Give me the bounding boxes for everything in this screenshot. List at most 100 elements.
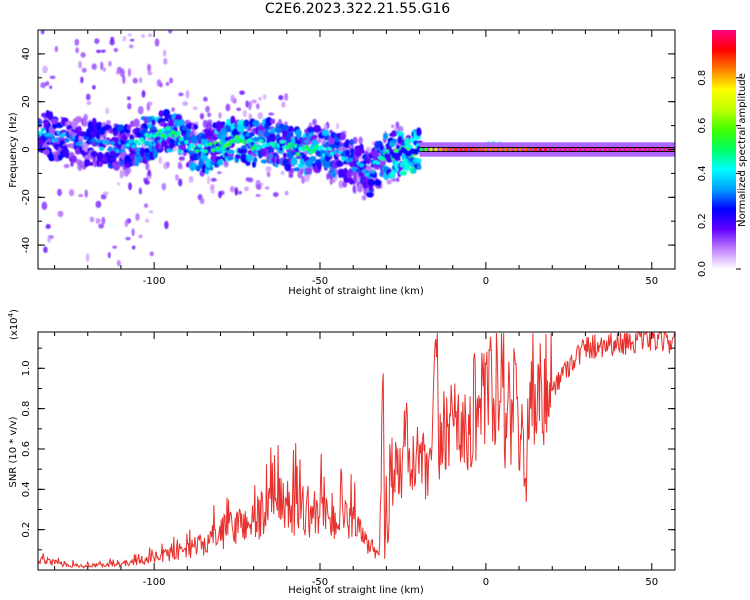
spectrogram-ridge-point xyxy=(375,160,381,165)
spectrogram-noise-point xyxy=(89,216,95,223)
spectrogram-band-point xyxy=(126,124,132,130)
spectrogram-band-point xyxy=(252,120,260,127)
spectrogram-noise-point xyxy=(138,234,143,239)
spectrogram-noise-point xyxy=(128,182,132,191)
y-tick-label: -40 xyxy=(21,237,32,253)
spectrogram-noise-point xyxy=(49,15,55,21)
spectrogram-band-point xyxy=(358,149,365,154)
spectrogram-ridge-point xyxy=(170,130,176,135)
spectrogram-band-point xyxy=(142,122,148,129)
spectrogram-ridge-cell xyxy=(489,147,493,152)
spectrogram-ridge-cell xyxy=(439,147,443,152)
colorbar-tick-label: 0.6 xyxy=(697,118,708,134)
spectrogram-ridge-point xyxy=(369,169,375,174)
spectrogram-ridge-point xyxy=(128,139,134,144)
spectrogram-noise-point xyxy=(68,188,75,197)
spectrogram-noise-point xyxy=(281,101,286,108)
spectrogram-band-point xyxy=(275,158,281,165)
spectrogram-band-point xyxy=(374,179,382,187)
snr-y-scale-label: (x104) xyxy=(7,309,20,340)
spectrogram-noise-point xyxy=(116,70,120,75)
spectrogram-noise-point xyxy=(139,77,143,84)
spectrogram-band-point xyxy=(209,165,214,171)
spectrogram-band-point xyxy=(310,134,318,139)
spectrogram-noise-point xyxy=(116,259,121,267)
spectrogram-noise-point xyxy=(149,251,154,257)
spectrogram-ridge-cell xyxy=(454,147,458,152)
spectrogram-noise-point xyxy=(49,75,56,80)
spectrogram-band-point xyxy=(109,156,116,162)
spectrogram-noise-point xyxy=(92,30,94,31)
spectrogram-band-point xyxy=(133,118,140,128)
spectrogram-ridge-point xyxy=(197,143,203,148)
spectrogram-band-point xyxy=(381,159,386,165)
spectrogram-ridge-point xyxy=(292,143,298,148)
spectrogram-ridge-cell xyxy=(494,147,498,152)
spectrogram-ridge-cell xyxy=(479,147,483,152)
spectrogram-ridge-point xyxy=(189,143,195,148)
spectrogram-band-point xyxy=(286,132,294,138)
spectrogram-ridge-cell xyxy=(474,147,478,152)
spectrogram-band-point xyxy=(412,168,417,174)
y-tick-label: 40 xyxy=(21,48,32,61)
spectrogram-noise-point xyxy=(70,161,74,167)
spectrogram-ridge-point xyxy=(295,152,301,157)
spectrogram-ridge-cell xyxy=(509,147,513,152)
spectrogram-band-point xyxy=(379,144,384,151)
spectrogram-ridge-point xyxy=(104,140,110,145)
spectrogram-band-point xyxy=(246,153,254,162)
spectrogram-ridge-cell xyxy=(613,147,617,152)
spectrogram-ridge-point xyxy=(359,163,365,168)
spectrogram-ridge-cell xyxy=(529,147,533,152)
spectrogram-band-point xyxy=(75,116,83,123)
spectrogram-noise-point xyxy=(92,84,96,90)
spectrogram-noise-point xyxy=(247,177,254,183)
spectrogram-ridge-cell xyxy=(563,147,567,152)
spectrogram-noise-point xyxy=(178,92,184,97)
spectrogram-ridge-cell xyxy=(573,147,577,152)
snr-series-line xyxy=(38,332,675,569)
spectrogram-band-point xyxy=(71,131,76,137)
spectrogram-noise-point xyxy=(255,184,262,190)
y-tick-label: 20 xyxy=(21,95,32,108)
x-tick-label: -50 xyxy=(312,577,328,588)
spectrogram-noise-point xyxy=(126,96,131,101)
spectrogram-noise-point xyxy=(258,96,262,101)
spectrogram-noise-point xyxy=(199,112,205,120)
spectrogram-ridge-point xyxy=(91,137,97,142)
spectrogram-ridge-point xyxy=(165,126,171,131)
spectrogram-noise-point xyxy=(113,47,118,53)
spectrogram-noise-point xyxy=(205,105,210,113)
spectrogram-band-point xyxy=(349,138,354,146)
spectrogram-noise-point xyxy=(107,251,111,259)
spectrogram-noise-point xyxy=(352,136,358,145)
spectrogram-noise-point xyxy=(47,236,52,243)
spectrogram-noise-point xyxy=(112,245,118,249)
spectrogram-ridge-cell xyxy=(548,147,552,152)
spectrogram-band-point xyxy=(330,131,336,139)
spectrogram-noise-point xyxy=(330,179,336,183)
y-tick-label: 0.6 xyxy=(21,441,32,457)
spectrogram-band-point xyxy=(415,127,422,137)
y-tick-label: 0.8 xyxy=(21,401,32,417)
spectrogram-band-point xyxy=(50,118,59,125)
spectrogram-ridge-cell xyxy=(464,147,468,152)
spectrogram-noise-point xyxy=(131,245,136,250)
spectrogram-ridge-cell xyxy=(648,147,652,152)
spectrogram-noise-point xyxy=(74,38,80,46)
colorbar-label: Normalized spectral amplitude xyxy=(737,73,748,227)
spectrogram-ridge-point xyxy=(300,147,306,152)
spectrogram-noise-point xyxy=(57,188,62,197)
spectrogram-noise-point xyxy=(336,122,340,130)
spectrogram-band-point xyxy=(368,186,374,191)
spectrogram-ridge-cell xyxy=(484,147,488,152)
spectrogram-band-point xyxy=(290,157,298,166)
spectrogram-ridge-point xyxy=(176,130,182,135)
spectrogram-noise-point xyxy=(167,30,173,34)
spectrogram-noise-point xyxy=(159,82,163,88)
spectrogram-band-point xyxy=(297,163,306,169)
spectrogram-noise-point xyxy=(152,24,157,27)
spectrogram-band-point xyxy=(84,158,89,168)
spectrogram-noise-point xyxy=(105,107,110,115)
spectrogram-band-point xyxy=(217,159,224,166)
